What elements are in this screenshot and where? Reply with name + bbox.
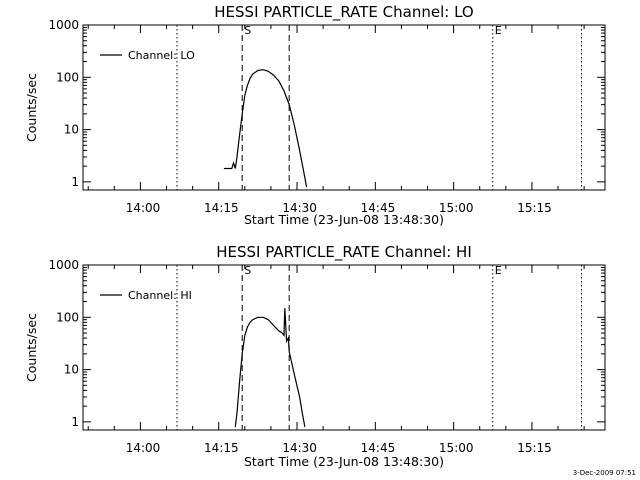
x-tick-label: 15:15	[517, 201, 552, 215]
x-tick-label: 14:30	[282, 441, 317, 455]
plot-frame	[82, 264, 606, 431]
y-tick-label: 1	[71, 175, 79, 189]
plot-frame	[82, 24, 606, 191]
x-axis-label: Start Time (23-Jun-08 13:48:30)	[244, 212, 444, 227]
chart-title: HESSI PARTICLE_RATE Channel: HI	[216, 243, 472, 262]
y-tick-label: 100	[56, 310, 79, 324]
marker-label: E	[495, 264, 502, 277]
y-axis-label: Counts/sec	[24, 73, 39, 142]
marker-label: S	[244, 264, 251, 277]
x-tick-label: 14:45	[361, 441, 396, 455]
x-tick-label: 14:15	[204, 441, 239, 455]
y-tick-label: 1000	[48, 258, 79, 272]
y-axis-label: Counts/sec	[24, 313, 39, 382]
series-line	[234, 308, 306, 428]
x-tick-label: 14:45	[361, 201, 396, 215]
x-tick-label: 15:00	[439, 201, 474, 215]
chart-channel-lo: HESSI PARTICLE_RATE Channel: LO Start Tim…	[24, 3, 606, 227]
x-tick-label: 15:00	[439, 441, 474, 455]
series-line	[223, 69, 308, 188]
chart-title: HESSI PARTICLE_RATE Channel: LO	[214, 3, 473, 22]
y-tick-label: 1	[71, 415, 79, 429]
legend-label: Channel: HI	[128, 289, 192, 302]
x-tick-label: 15:15	[517, 441, 552, 455]
legend-label: Channel: LO	[128, 49, 195, 62]
y-tick-label: 10	[64, 363, 79, 377]
y-tick-label: 100	[56, 70, 79, 84]
marker-label: E	[495, 24, 502, 37]
footer-timestamp: 3-Dec-2009 07:51	[572, 469, 636, 477]
x-axis-label: Start Time (23-Jun-08 13:48:30)	[244, 454, 444, 469]
chart-channel-hi: HESSI PARTICLE_RATE Channel: HI Start Tim…	[24, 243, 606, 469]
y-tick-label: 1000	[48, 18, 79, 32]
x-tick-label: 14:00	[126, 201, 161, 215]
y-tick-label: 10	[64, 123, 79, 137]
marker-label: S	[244, 24, 251, 37]
x-tick-label: 14:30	[282, 201, 317, 215]
x-tick-label: 14:00	[126, 441, 161, 455]
x-tick-label: 14:15	[204, 201, 239, 215]
